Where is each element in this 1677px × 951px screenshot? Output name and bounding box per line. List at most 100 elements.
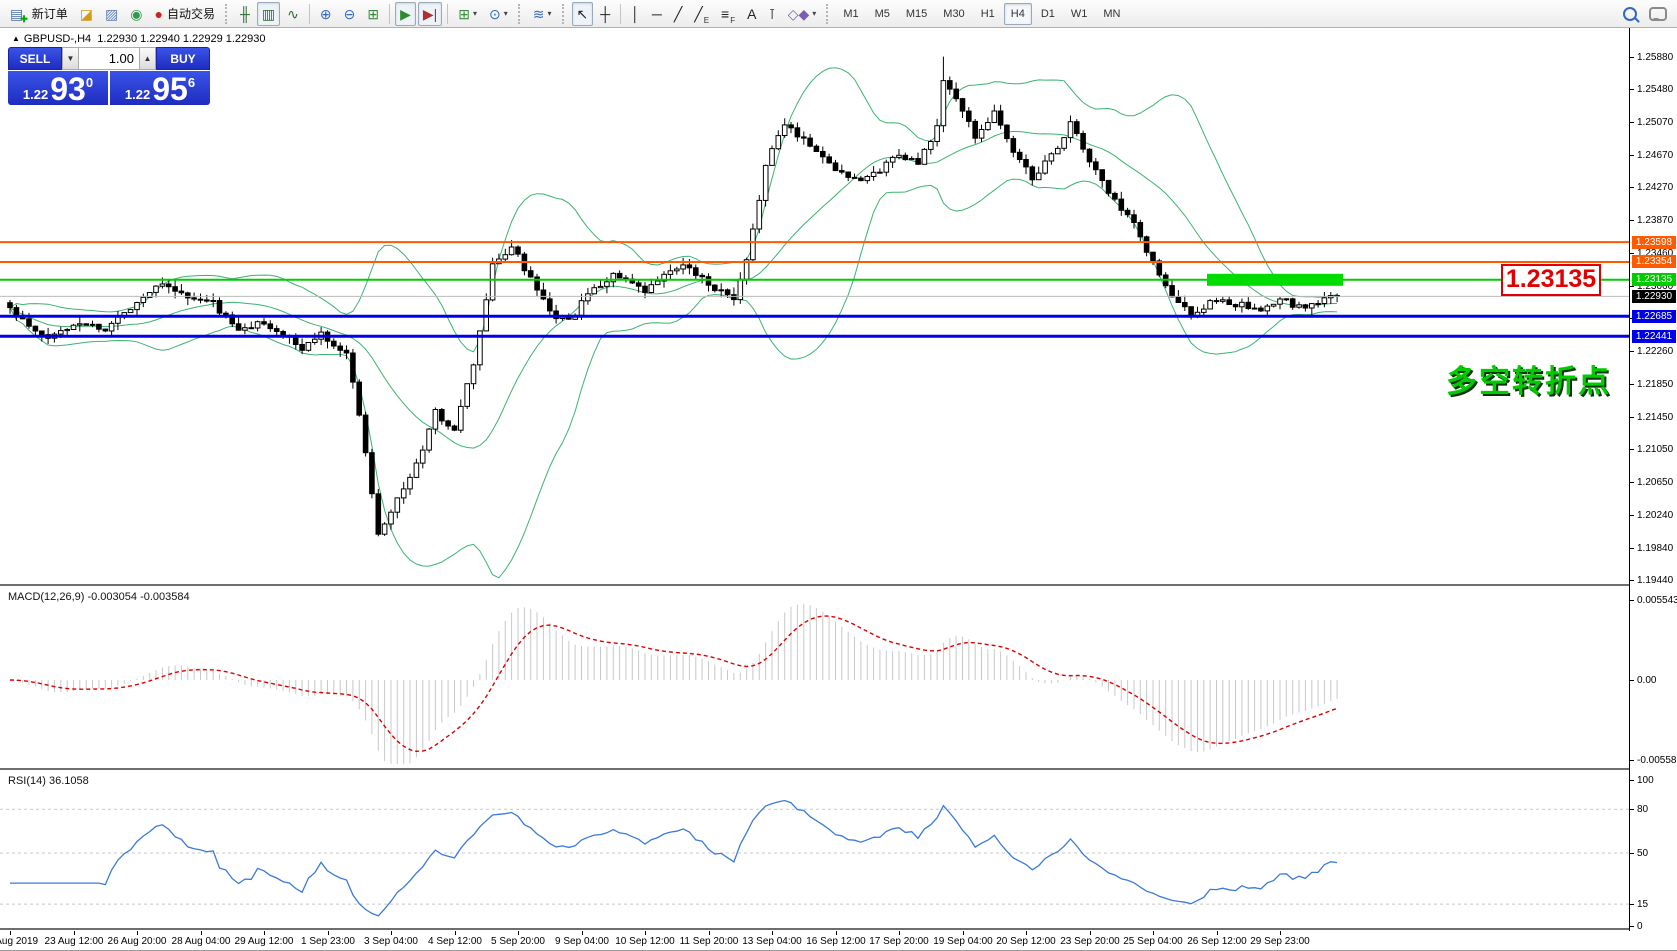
volume-input[interactable]: 1.00 [79, 47, 139, 70]
macd-indicator-plot[interactable] [0, 588, 1629, 768]
pane-separator[interactable] [0, 584, 1677, 586]
time-tick-mark [709, 931, 710, 935]
sell-price-prefix: 1.22 [22, 87, 49, 102]
horizontal-line-icon: ─ [651, 5, 662, 22]
new-chart-button[interactable]: ⊞ ▾ [453, 2, 482, 26]
chart-ohlc-values: 1.22930 1.22940 1.22929 1.22930 [97, 33, 266, 45]
timeframe-button-h1[interactable]: H1 [980, 7, 995, 20]
indicators-button[interactable]: ≋ ▾ [528, 2, 557, 26]
vertical-line-button[interactable]: │ [626, 2, 645, 26]
arrows-button[interactable]: ◇◆ ▾ [783, 2, 822, 26]
price-tick-label: 1.21850 [1637, 379, 1674, 390]
price-tick-label: 1.25480 [1637, 84, 1674, 95]
toolbar-grip [224, 3, 230, 24]
text-label-button[interactable]: ⊺ [763, 2, 780, 26]
tile-windows-button[interactable]: ⊞ [362, 2, 384, 26]
price-tick-mark [1630, 220, 1634, 221]
price-line-tag[interactable]: 1.23135 [1632, 273, 1676, 286]
price-tick-mark [1630, 384, 1634, 385]
toolbar: ▤ ✚ 新订单 ◪ ▨ ◉ ● 自动交易 ╫ ▥ ∿ ⊕ ⊖ ⊞ ▶ ▶| ⊞ ▾ ⊙ ▾ ≋ ▾ ↖ ┼ │ ─ ╱ ╱ E ≡ F A ⊺ ◇… [0, 0, 1677, 28]
rsi-indicator-plot[interactable] [0, 772, 1629, 928]
time-tick-label: 13 Sep 04:00 [742, 936, 802, 947]
zoom-out-button[interactable]: ⊖ [339, 2, 361, 26]
new-order-button[interactable]: ▤ ✚ 新订单 [5, 2, 73, 26]
time-tick-mark [137, 931, 138, 935]
timeframe-button-mn[interactable]: MN [1103, 7, 1121, 20]
vertical-line-icon: │ [631, 5, 640, 22]
toolbar-grip [561, 3, 567, 24]
chart-shift-button[interactable]: ▶| [417, 1, 443, 26]
fibonacci-button[interactable]: ≡ F [716, 2, 740, 26]
sell-price-display[interactable]: 1.22 93 0 [8, 71, 108, 105]
line-chart-button[interactable]: ∿ [282, 2, 304, 26]
buy-price-display[interactable]: 1.22 95 6 [110, 71, 210, 105]
rsi-tick-mark [1630, 926, 1634, 927]
turning-point-annotation[interactable]: 多空转折点 [1446, 364, 1611, 399]
channel-button[interactable]: ╱ E [689, 2, 714, 26]
timeframe-button-w1[interactable]: W1 [1070, 7, 1088, 20]
cursor-arrow-icon: ↖ [576, 5, 589, 22]
channel-button-sub: E [703, 15, 710, 25]
sell-button[interactable]: SELL [8, 47, 62, 70]
price-callout-box[interactable]: 1.23135 [1501, 264, 1601, 296]
trendline-button[interactable]: ╱ [669, 2, 687, 26]
text-button[interactable]: A [742, 2, 761, 26]
navigator-button[interactable]: ◉ [125, 2, 147, 26]
time-tick-mark [1026, 931, 1027, 935]
price-tick-mark [1630, 122, 1634, 123]
price-tick-mark [1630, 187, 1634, 188]
price-line-tag[interactable]: 1.23354 [1632, 255, 1676, 268]
market-watch-icon: ◪ [79, 5, 94, 22]
price-tick-label: 1.24670 [1637, 150, 1674, 161]
data-window-button[interactable]: ▨ [100, 2, 123, 26]
timeframe-button-m1[interactable]: M1 [843, 7, 859, 20]
rsi-tick-label: 50 [1637, 848, 1649, 859]
auto-scroll-button[interactable]: ▶ [395, 1, 416, 26]
timeframe-button-m30[interactable]: M30 [943, 7, 965, 20]
trendline-icon: ╱ [673, 5, 683, 22]
search-button[interactable] [1618, 2, 1642, 26]
buy-button[interactable]: BUY [156, 47, 210, 70]
cursor-button[interactable]: ↖ [571, 1, 594, 26]
price-chart-plot[interactable] [0, 28, 1629, 584]
rsi-tick-mark [1630, 853, 1634, 854]
timeframe-button-m15[interactable]: M15 [905, 7, 928, 20]
price-tick-label: 1.25880 [1637, 52, 1674, 63]
timeframe-button-h4[interactable]: H4 [1003, 2, 1032, 25]
chevron-down-icon: ▾ [812, 9, 817, 18]
buy-price-prefix: 1.22 [124, 87, 151, 102]
one-click-collapse-arrow[interactable]: ▲ [12, 34, 20, 43]
timeframe-button-d1[interactable]: D1 [1040, 7, 1055, 20]
horizontal-line-button[interactable]: ─ [647, 2, 667, 26]
price-axis[interactable]: 1.25880 1.25480 1.25070 1.24670 1.24270 1.238… [1630, 28, 1677, 932]
line-chart-icon: ∿ [287, 5, 299, 22]
candlestick-chart-button[interactable]: ▥ [256, 1, 281, 26]
price-tick-mark [1630, 89, 1634, 90]
buy-price-big: 95 [152, 70, 188, 107]
price-line-tag[interactable]: 1.22930 [1632, 290, 1676, 303]
timeframe-button-m5[interactable]: M5 [874, 7, 890, 20]
auto-trading-button[interactable]: ● 自动交易 [149, 2, 219, 26]
crosshair-button[interactable]: ┼ [595, 2, 615, 26]
macd-tick-label: 0.00 [1637, 675, 1657, 686]
profiles-button[interactable]: ⊙ ▾ [484, 2, 513, 26]
zoom-in-button[interactable]: ⊕ [315, 2, 337, 26]
time-tick-mark [582, 931, 583, 935]
market-watch-button[interactable]: ◪ [75, 2, 98, 26]
bar-chart-button[interactable]: ╫ [235, 2, 255, 26]
chat-button[interactable] [1644, 2, 1672, 26]
price-tick-mark [1630, 548, 1634, 549]
new-chart-icon: ⊞ [458, 5, 470, 22]
volume-up-button[interactable]: ▲ [139, 47, 156, 70]
price-line-tag[interactable]: 1.22441 [1632, 330, 1676, 343]
time-tick-mark [10, 931, 11, 935]
volume-down-button[interactable]: ▼ [62, 47, 79, 70]
pane-separator[interactable] [0, 768, 1677, 770]
pane-separator[interactable] [0, 928, 1677, 930]
time-tick-mark [455, 931, 456, 935]
price-line-tag[interactable]: 1.23598 [1632, 236, 1676, 249]
price-tick-label: 1.21050 [1637, 444, 1674, 455]
price-line-tag[interactable]: 1.22685 [1632, 310, 1676, 323]
time-tick-label: 29 Aug 12:00 [234, 936, 294, 947]
